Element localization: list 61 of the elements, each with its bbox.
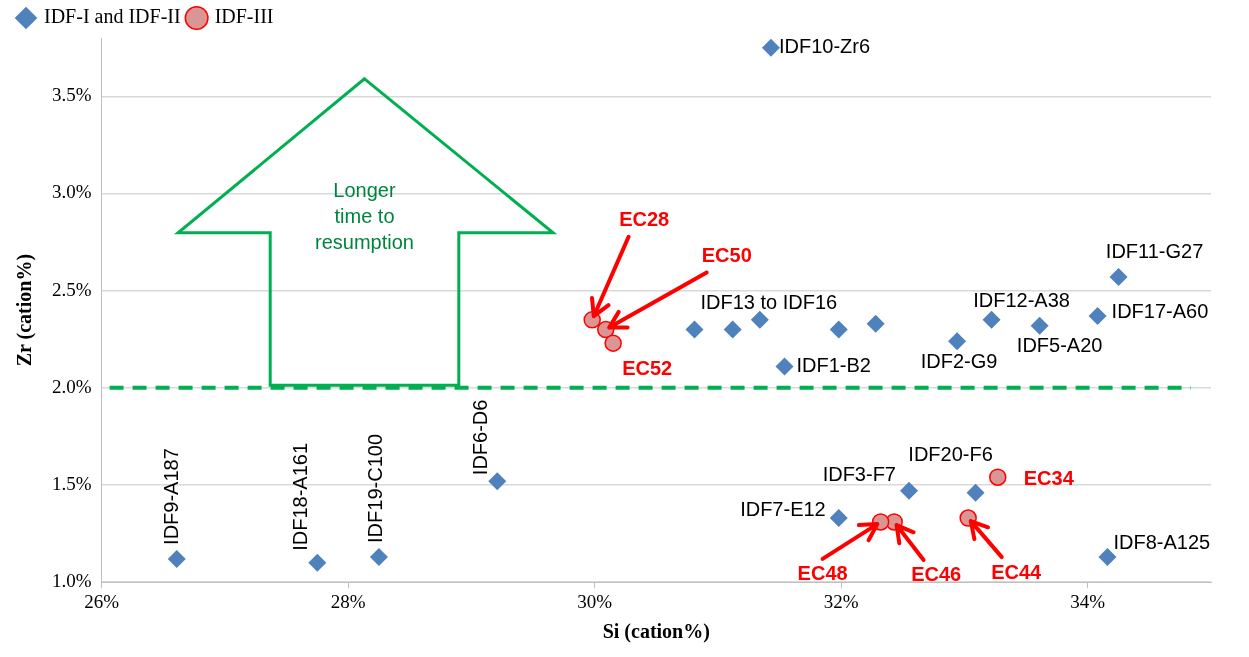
y-tick-label: 2.0%: [52, 375, 92, 397]
x-axis-title: Si (cation%): [602, 620, 710, 644]
annotation: EC34: [1023, 466, 1075, 489]
annotation: Longer time to resumption: [315, 179, 414, 254]
point: [604, 334, 622, 352]
point: [1109, 268, 1128, 287]
annotation: IDF12-A38: [973, 289, 1070, 312]
x-tick-label: 32%: [823, 590, 859, 612]
annotation: IDF17-A60: [1111, 300, 1209, 323]
point: [988, 468, 1007, 486]
x-tick-label: 28%: [330, 590, 366, 612]
annotation: IDF18-A161: [288, 442, 311, 551]
point: [866, 314, 885, 333]
point: [775, 357, 794, 376]
point: [948, 332, 967, 351]
legend-label: IDF-I and IDF-II: [44, 5, 181, 28]
point: [723, 320, 742, 339]
point: [761, 38, 780, 57]
annotation: IDF1-B2: [796, 353, 871, 376]
point: [685, 320, 704, 339]
annotation: IDF3-F7: [822, 463, 896, 486]
point: [1030, 316, 1049, 335]
annotation: IDF6-D6: [468, 399, 491, 476]
annotation: EC44: [991, 560, 1043, 583]
annotation: IDF9-A187: [160, 448, 183, 545]
point: [829, 320, 848, 339]
point: [829, 509, 848, 528]
point: [1088, 306, 1107, 325]
annotation: IDF5-A20: [1016, 334, 1103, 357]
y-tick-label: 1.5%: [52, 473, 92, 495]
point: [966, 483, 985, 502]
annotation: EC46: [911, 563, 962, 586]
annotation: IDF13 to IDF16: [700, 291, 838, 314]
annotation: EC28: [619, 208, 670, 231]
annotation: IDF8-A125: [1113, 531, 1211, 554]
point: [1098, 547, 1117, 566]
point: [750, 310, 769, 329]
annotation: EC48: [797, 562, 848, 585]
annotation: IDF7-E12: [740, 497, 826, 520]
annotation: IDF10-Zr6: [778, 35, 871, 58]
point: [899, 481, 918, 500]
annotation: IDF2-G9: [920, 349, 998, 372]
y-tick-label: 3.5%: [52, 84, 92, 106]
y-axis-title: Zr (cation%): [13, 253, 37, 367]
y-tick-label: 2.5%: [52, 278, 92, 300]
point: [369, 547, 388, 566]
y-tick-label: 1.0%: [52, 570, 92, 592]
legend-label: IDF-III: [214, 5, 274, 28]
annotation: IDF20-F6: [908, 443, 993, 466]
x-tick-label: 34%: [1070, 590, 1106, 612]
annotation: IDF11-G27: [1105, 239, 1204, 262]
annotation: IDF19-C100: [364, 434, 387, 543]
x-tick-label: 26%: [84, 590, 120, 612]
x-tick-label: 30%: [577, 590, 613, 612]
y-tick-label: 3.0%: [52, 181, 92, 203]
annotation: EC50: [701, 244, 752, 267]
point: [308, 553, 327, 572]
annotation: EC52: [622, 356, 673, 379]
point: [488, 472, 507, 491]
point: [982, 310, 1001, 329]
point: [167, 549, 186, 568]
